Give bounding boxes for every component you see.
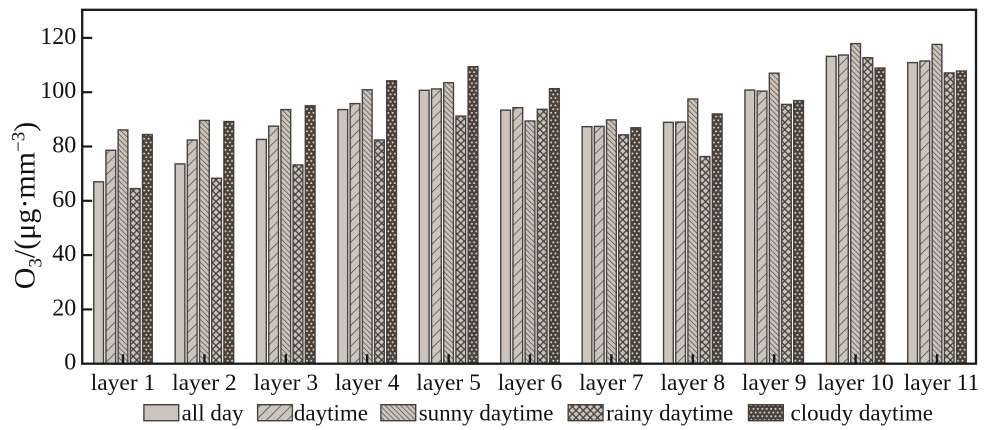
svg-text:layer 9: layer 9 <box>742 370 807 396</box>
svg-text:120: 120 <box>40 24 76 50</box>
svg-text:60: 60 <box>52 187 76 213</box>
svg-text:layer 7: layer 7 <box>579 370 644 396</box>
svg-text:rainy daytime: rainy daytime <box>606 401 733 426</box>
svg-text:layer 8: layer 8 <box>661 370 726 396</box>
svg-text:layer 6: layer 6 <box>498 370 563 396</box>
svg-text:layer 3: layer 3 <box>254 370 319 396</box>
svg-text:20: 20 <box>52 295 76 321</box>
svg-text:sunny daytime: sunny daytime <box>419 401 554 426</box>
svg-text:daytime: daytime <box>294 401 368 426</box>
svg-text:0: 0 <box>64 350 76 376</box>
svg-text:layer 2: layer 2 <box>172 370 237 396</box>
svg-text:layer 4: layer 4 <box>335 370 400 396</box>
svg-text:layer 5: layer 5 <box>416 370 481 396</box>
svg-text:layer 11: layer 11 <box>904 370 979 396</box>
svg-text:O3/(μg·mm−3): O3/(μg·mm−3) <box>9 122 47 289</box>
svg-text:100: 100 <box>40 78 76 104</box>
svg-text:40: 40 <box>52 241 76 267</box>
svg-text:layer 10: layer 10 <box>817 370 893 396</box>
svg-text:layer 1: layer 1 <box>91 370 156 396</box>
svg-text:80: 80 <box>52 133 76 159</box>
svg-text:all day: all day <box>182 401 244 426</box>
svg-text:cloudy daytime: cloudy daytime <box>791 401 933 426</box>
